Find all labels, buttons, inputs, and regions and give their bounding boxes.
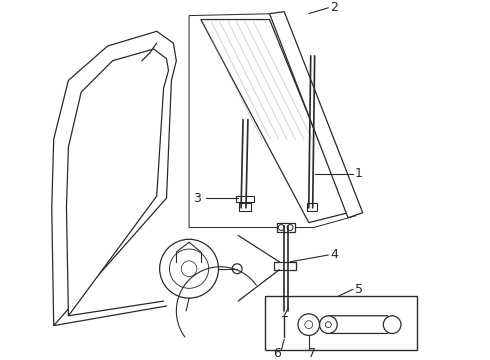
Circle shape (278, 225, 284, 230)
Polygon shape (270, 12, 363, 218)
Text: 3: 3 (193, 192, 201, 204)
Text: 7: 7 (308, 347, 316, 360)
Circle shape (170, 249, 209, 288)
Bar (277, 304, 295, 314)
Text: 4: 4 (330, 248, 338, 261)
Bar (239, 203, 251, 211)
Bar (265, 296, 416, 350)
Circle shape (287, 306, 293, 312)
Text: 6: 6 (273, 347, 281, 360)
Circle shape (325, 322, 331, 328)
Circle shape (160, 239, 219, 298)
Polygon shape (201, 19, 348, 222)
Bar (236, 196, 254, 202)
Text: 2: 2 (330, 1, 338, 14)
Circle shape (298, 314, 319, 336)
Circle shape (287, 225, 293, 230)
Bar (307, 203, 317, 211)
Polygon shape (328, 316, 397, 333)
Text: 1: 1 (355, 167, 363, 180)
Bar (274, 262, 296, 270)
Circle shape (232, 264, 242, 274)
Bar (277, 222, 295, 233)
Circle shape (319, 316, 337, 333)
Polygon shape (52, 31, 176, 325)
Circle shape (278, 306, 284, 312)
Polygon shape (67, 49, 169, 316)
Text: 5: 5 (355, 283, 363, 296)
Circle shape (305, 321, 313, 329)
Circle shape (181, 261, 197, 276)
Circle shape (383, 316, 401, 333)
